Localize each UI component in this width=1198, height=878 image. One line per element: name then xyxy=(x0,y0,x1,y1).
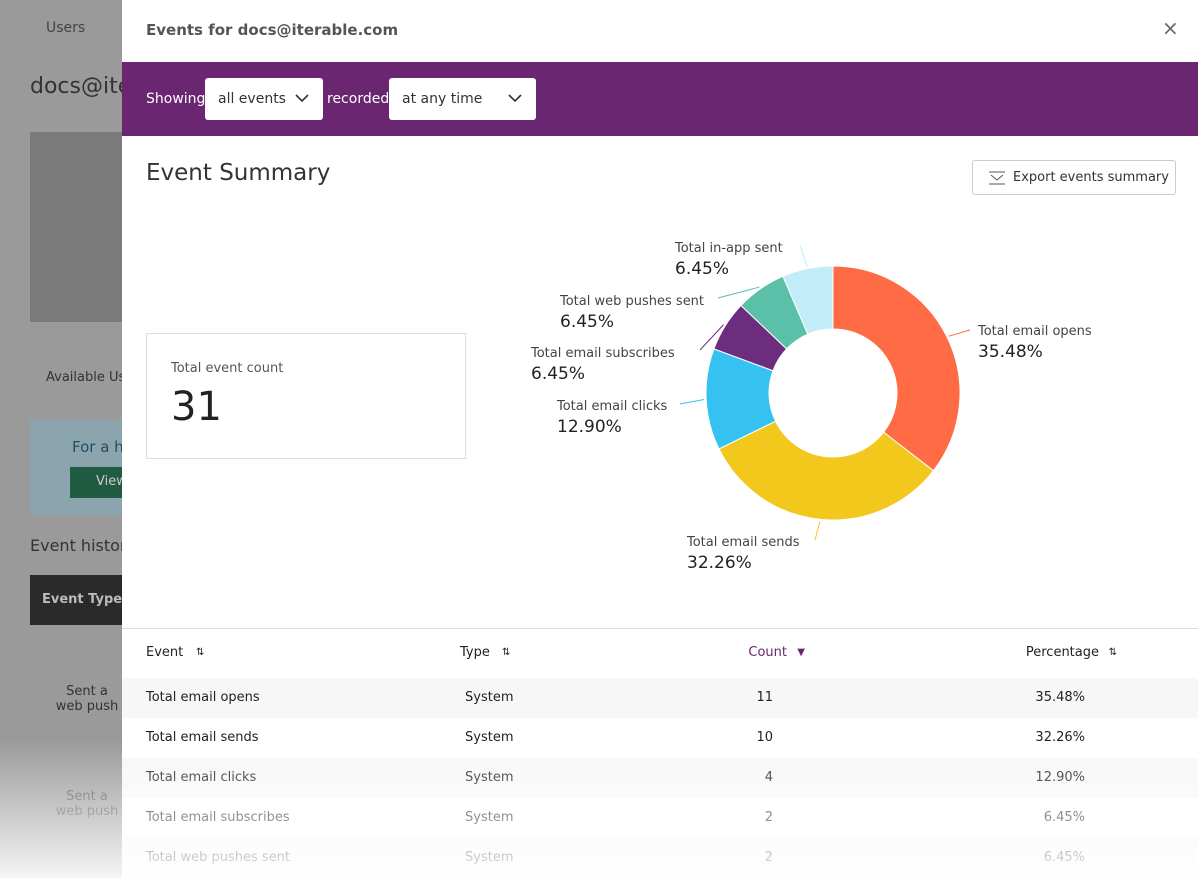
slice-value: 12.90% xyxy=(557,417,622,437)
tab[interactable]: Available Us xyxy=(46,370,122,385)
sort-icon: ⇅ xyxy=(1108,647,1117,658)
sort-icon: ⇅ xyxy=(196,647,205,658)
slice-label: Total email subscribes xyxy=(530,346,675,361)
sort-icon: ⇅ xyxy=(502,647,511,658)
slice-label: Total email sends xyxy=(686,535,800,550)
view-button-label[interactable]: View xyxy=(96,474,122,489)
slice-label: Total email clicks xyxy=(556,399,668,414)
slice-label: Total web pushes sent xyxy=(559,294,704,309)
slice-value: 6.45% xyxy=(560,312,614,332)
donut-chart: Total email opens 35.48% Total email sends… xyxy=(530,241,1092,573)
history-row: Sent a web push xyxy=(55,684,119,714)
leader-line xyxy=(799,244,808,267)
column-header[interactable]: Type xyxy=(460,645,490,660)
table-cell: 12.90% xyxy=(1035,770,1085,785)
table-cell: 11 xyxy=(756,690,773,705)
table-cell: 6.45% xyxy=(1043,850,1085,865)
slice-label: Total email opens xyxy=(977,324,1092,339)
table-row: Total email subscribes System 2 6.45% xyxy=(122,798,1198,838)
leader-line xyxy=(814,521,821,541)
slice-value: 6.45% xyxy=(531,364,585,384)
table-header-row: Event ⇅ Type ⇅ Count ▼ Percentage ⇅ xyxy=(122,631,1198,675)
background-page: Users docs@ite Available Us For a h View… xyxy=(0,0,122,878)
avatar xyxy=(30,132,122,322)
column-header[interactable]: Event xyxy=(146,645,184,660)
table-cell: Total email subscribes xyxy=(146,810,290,825)
slice-value: 35.48% xyxy=(978,342,1043,362)
leader-line xyxy=(948,329,971,337)
table-cell: 10 xyxy=(756,730,773,745)
table-cell: 35.48% xyxy=(1035,690,1085,705)
breadcrumb[interactable]: Users xyxy=(46,20,86,36)
column-header[interactable]: Percentage xyxy=(1025,645,1099,660)
table-cell: System xyxy=(465,810,514,825)
table-cell: 32.26% xyxy=(1035,730,1085,745)
table-cell: System xyxy=(465,850,514,865)
table-cell: 2 xyxy=(764,810,773,825)
table-header-label: Event Type xyxy=(42,592,122,607)
leader-line xyxy=(679,399,705,405)
slice-value: 32.26% xyxy=(687,553,752,573)
table-row: Total web pushes sent System 2 6.45% xyxy=(122,838,1198,878)
table-cell: 2 xyxy=(764,850,773,865)
history-row: Sent a web push xyxy=(55,789,119,819)
user-heading: docs@ite xyxy=(30,74,122,99)
table-row: Total email clicks System 4 12.90% xyxy=(122,758,1198,798)
table-cell: Total email sends xyxy=(146,730,259,745)
info-text: For a h xyxy=(72,438,122,456)
table-cell: System xyxy=(465,730,514,745)
modal: Events for docs@iterable.com × Showing r… xyxy=(122,0,1198,878)
section-title: Event histor xyxy=(30,536,122,555)
sort-icon: ▼ xyxy=(797,647,805,658)
table-cell: 6.45% xyxy=(1043,810,1085,825)
table-cell: System xyxy=(465,770,514,785)
table-cell: Total web pushes sent xyxy=(146,850,291,865)
table-row: Total email opens System 11 35.48% xyxy=(122,678,1198,718)
slice-label: Total in-app sent xyxy=(674,241,783,256)
event-table: Event ⇅ Type ⇅ Count ▼ Percentage ⇅ Total email … xyxy=(122,628,1198,878)
table-cell: 4 xyxy=(764,770,773,785)
slice xyxy=(832,265,961,472)
column-header[interactable]: Count xyxy=(748,645,787,660)
slice-value: 6.45% xyxy=(675,259,729,279)
table-cell: System xyxy=(465,690,514,705)
table-cell: Total email opens xyxy=(146,690,260,705)
table-cell: Total email clicks xyxy=(146,770,257,785)
table-row: Total email sends System 10 32.26% xyxy=(122,718,1198,758)
